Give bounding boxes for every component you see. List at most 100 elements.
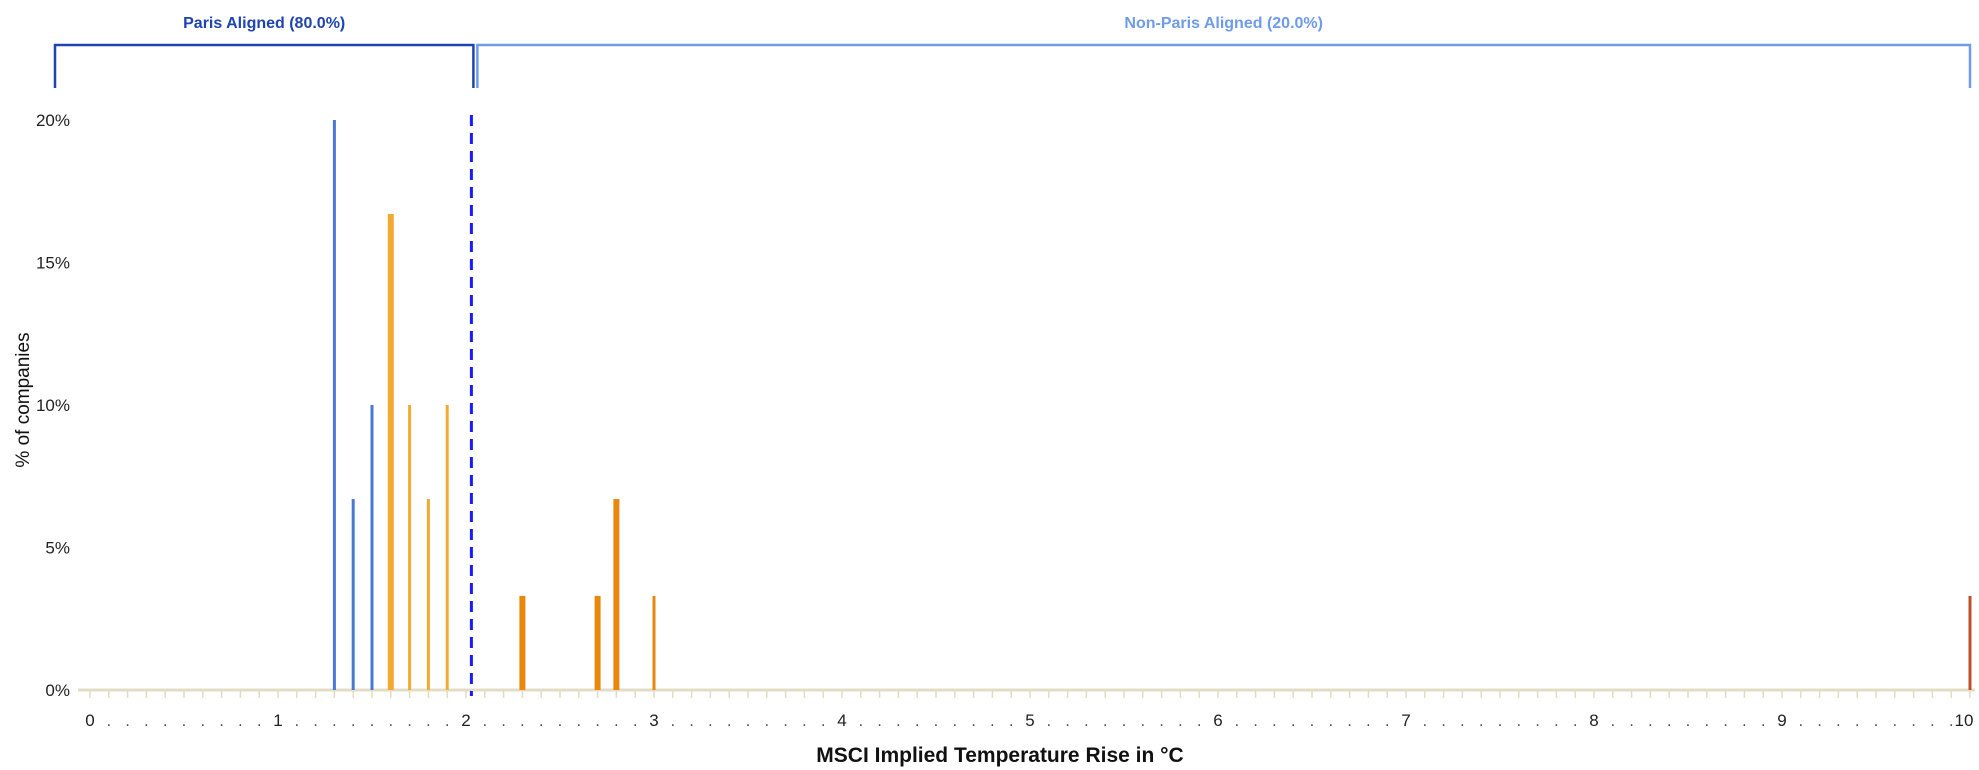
x-dot-leader: .	[1517, 713, 1521, 730]
bracket-label-non-paris-aligned: Non-Paris Aligned (20.0%)	[1124, 15, 1323, 32]
x-dot-leader: .	[1441, 713, 1445, 730]
x-dot-leader: .	[1310, 713, 1314, 730]
bar-9	[613, 499, 620, 690]
x-dot-leader: .	[915, 713, 919, 730]
x-tick-label: 8	[1589, 711, 1598, 730]
x-tick-label: 6	[1213, 711, 1222, 730]
bar-0	[332, 120, 336, 690]
bracket-non-paris-aligned	[476, 43, 1972, 88]
x-dot-leader: .	[257, 713, 261, 730]
x-dot-leader: .	[1554, 713, 1558, 730]
bar-1	[351, 499, 355, 690]
bar-2	[370, 405, 374, 690]
x-dot-leader: .	[1460, 713, 1464, 730]
bar-6	[445, 405, 449, 690]
x-dot-leader: .	[1347, 713, 1351, 730]
x-dot-leader: .	[1272, 713, 1276, 730]
y-tick-label: 0%	[45, 681, 70, 700]
x-dot-leader: .	[1253, 713, 1257, 730]
y-tick-label: 15%	[36, 254, 70, 273]
x-dot-leader: .	[501, 713, 505, 730]
x-dot-leader: .	[1573, 713, 1577, 730]
x-dot-leader: .	[1479, 713, 1483, 730]
x-dot-leader: .	[426, 713, 430, 730]
x-dot-leader: .	[934, 713, 938, 730]
x-dot-leader: .	[370, 713, 374, 730]
x-dot-leader: .	[577, 713, 581, 730]
x-dot-leader: .	[1705, 713, 1709, 730]
x-dot-leader: .	[689, 713, 693, 730]
x-dot-leader: .	[1535, 713, 1539, 730]
x-dot-leader: .	[1178, 713, 1182, 730]
x-dot-leader: .	[802, 713, 806, 730]
bracket-label-paris-aligned: Paris Aligned (80.0%)	[183, 15, 345, 32]
x-dot-leader: .	[1686, 713, 1690, 730]
bracket-paris-aligned	[53, 43, 475, 88]
x-dot-leader: .	[295, 713, 299, 730]
x-dot-leader: .	[614, 713, 618, 730]
bar-3	[387, 214, 394, 691]
x-dot-leader: .	[144, 713, 148, 730]
x-dot-leader: .	[1122, 713, 1126, 730]
x-dot-leader: .	[1366, 713, 1370, 730]
x-tick-label: 2	[461, 711, 470, 730]
x-dot-leader: .	[990, 713, 994, 730]
x-dot-leader: .	[163, 713, 167, 730]
x-tick-label: 7	[1401, 711, 1410, 730]
x-dot-leader: .	[1855, 713, 1859, 730]
x-dot-leader: .	[953, 713, 957, 730]
bar-11	[1968, 595, 1972, 690]
x-dot-leader: .	[1329, 713, 1333, 730]
y-axis: 0% 5% 10% 15% 20%	[36, 111, 70, 700]
y-tick-label: 20%	[36, 111, 70, 130]
x-tick-label: 10	[1955, 711, 1974, 730]
x-tick-label: 5	[1025, 711, 1034, 730]
x-dot-leader: .	[1742, 713, 1746, 730]
y-tick-label: 5%	[45, 539, 70, 558]
x-dot-leader: .	[351, 713, 355, 730]
x-dot-leader: .	[238, 713, 242, 730]
x-tick-label: 4	[837, 711, 846, 730]
x-dot-leader: .	[1648, 713, 1652, 730]
bar-8	[594, 595, 601, 690]
x-dot-leader: .	[125, 713, 129, 730]
x-dot-leader: .	[1949, 713, 1953, 730]
x-dot-leader: .	[445, 713, 449, 730]
x-dot-leader: .	[971, 713, 975, 730]
x-dot-leader: .	[1009, 713, 1013, 730]
x-tick-label: 9	[1777, 711, 1786, 730]
y-tick-label: 10%	[36, 396, 70, 415]
x-tick-label: 3	[649, 711, 658, 730]
x-dot-leader: .	[107, 713, 111, 730]
x-dot-leader: .	[182, 713, 186, 730]
x-dot-leader: .	[313, 713, 317, 730]
x-dot-leader: .	[1498, 713, 1502, 730]
x-dot-leader: .	[1629, 713, 1633, 730]
x-dot-leader: .	[765, 713, 769, 730]
x-dot-leader: .	[633, 713, 637, 730]
x-dot-leader: .	[821, 713, 825, 730]
bar-10	[652, 595, 656, 690]
x-dot-leader: .	[539, 713, 543, 730]
x-dot-leader: .	[1611, 713, 1615, 730]
bar-5	[426, 499, 430, 690]
x-dot-leader: .	[1084, 713, 1088, 730]
x-dot-leader: .	[595, 713, 599, 730]
x-dot-leader: .	[727, 713, 731, 730]
x-dot-leader: .	[783, 713, 787, 730]
x-dot-leader: .	[332, 713, 336, 730]
x-dot-leader: .	[407, 713, 411, 730]
x-dot-leader: .	[708, 713, 712, 730]
alignment-brackets: Paris Aligned (80.0%) Non-Paris Aligned (…	[53, 15, 1972, 88]
x-dot-leader: .	[1930, 713, 1934, 730]
x-dot-leader: .	[1159, 713, 1163, 730]
x-dot-leader: .	[1836, 713, 1840, 730]
x-dot-leader: .	[1799, 713, 1803, 730]
x-dot-leader: .	[859, 713, 863, 730]
x-dot-leader: .	[877, 713, 881, 730]
bar-4	[408, 405, 412, 690]
x-dot-leader: .	[1065, 713, 1069, 730]
x-tick-label: 0	[85, 711, 94, 730]
x-axis-title: MSCI Implied Temperature Rise in °C	[816, 744, 1183, 767]
